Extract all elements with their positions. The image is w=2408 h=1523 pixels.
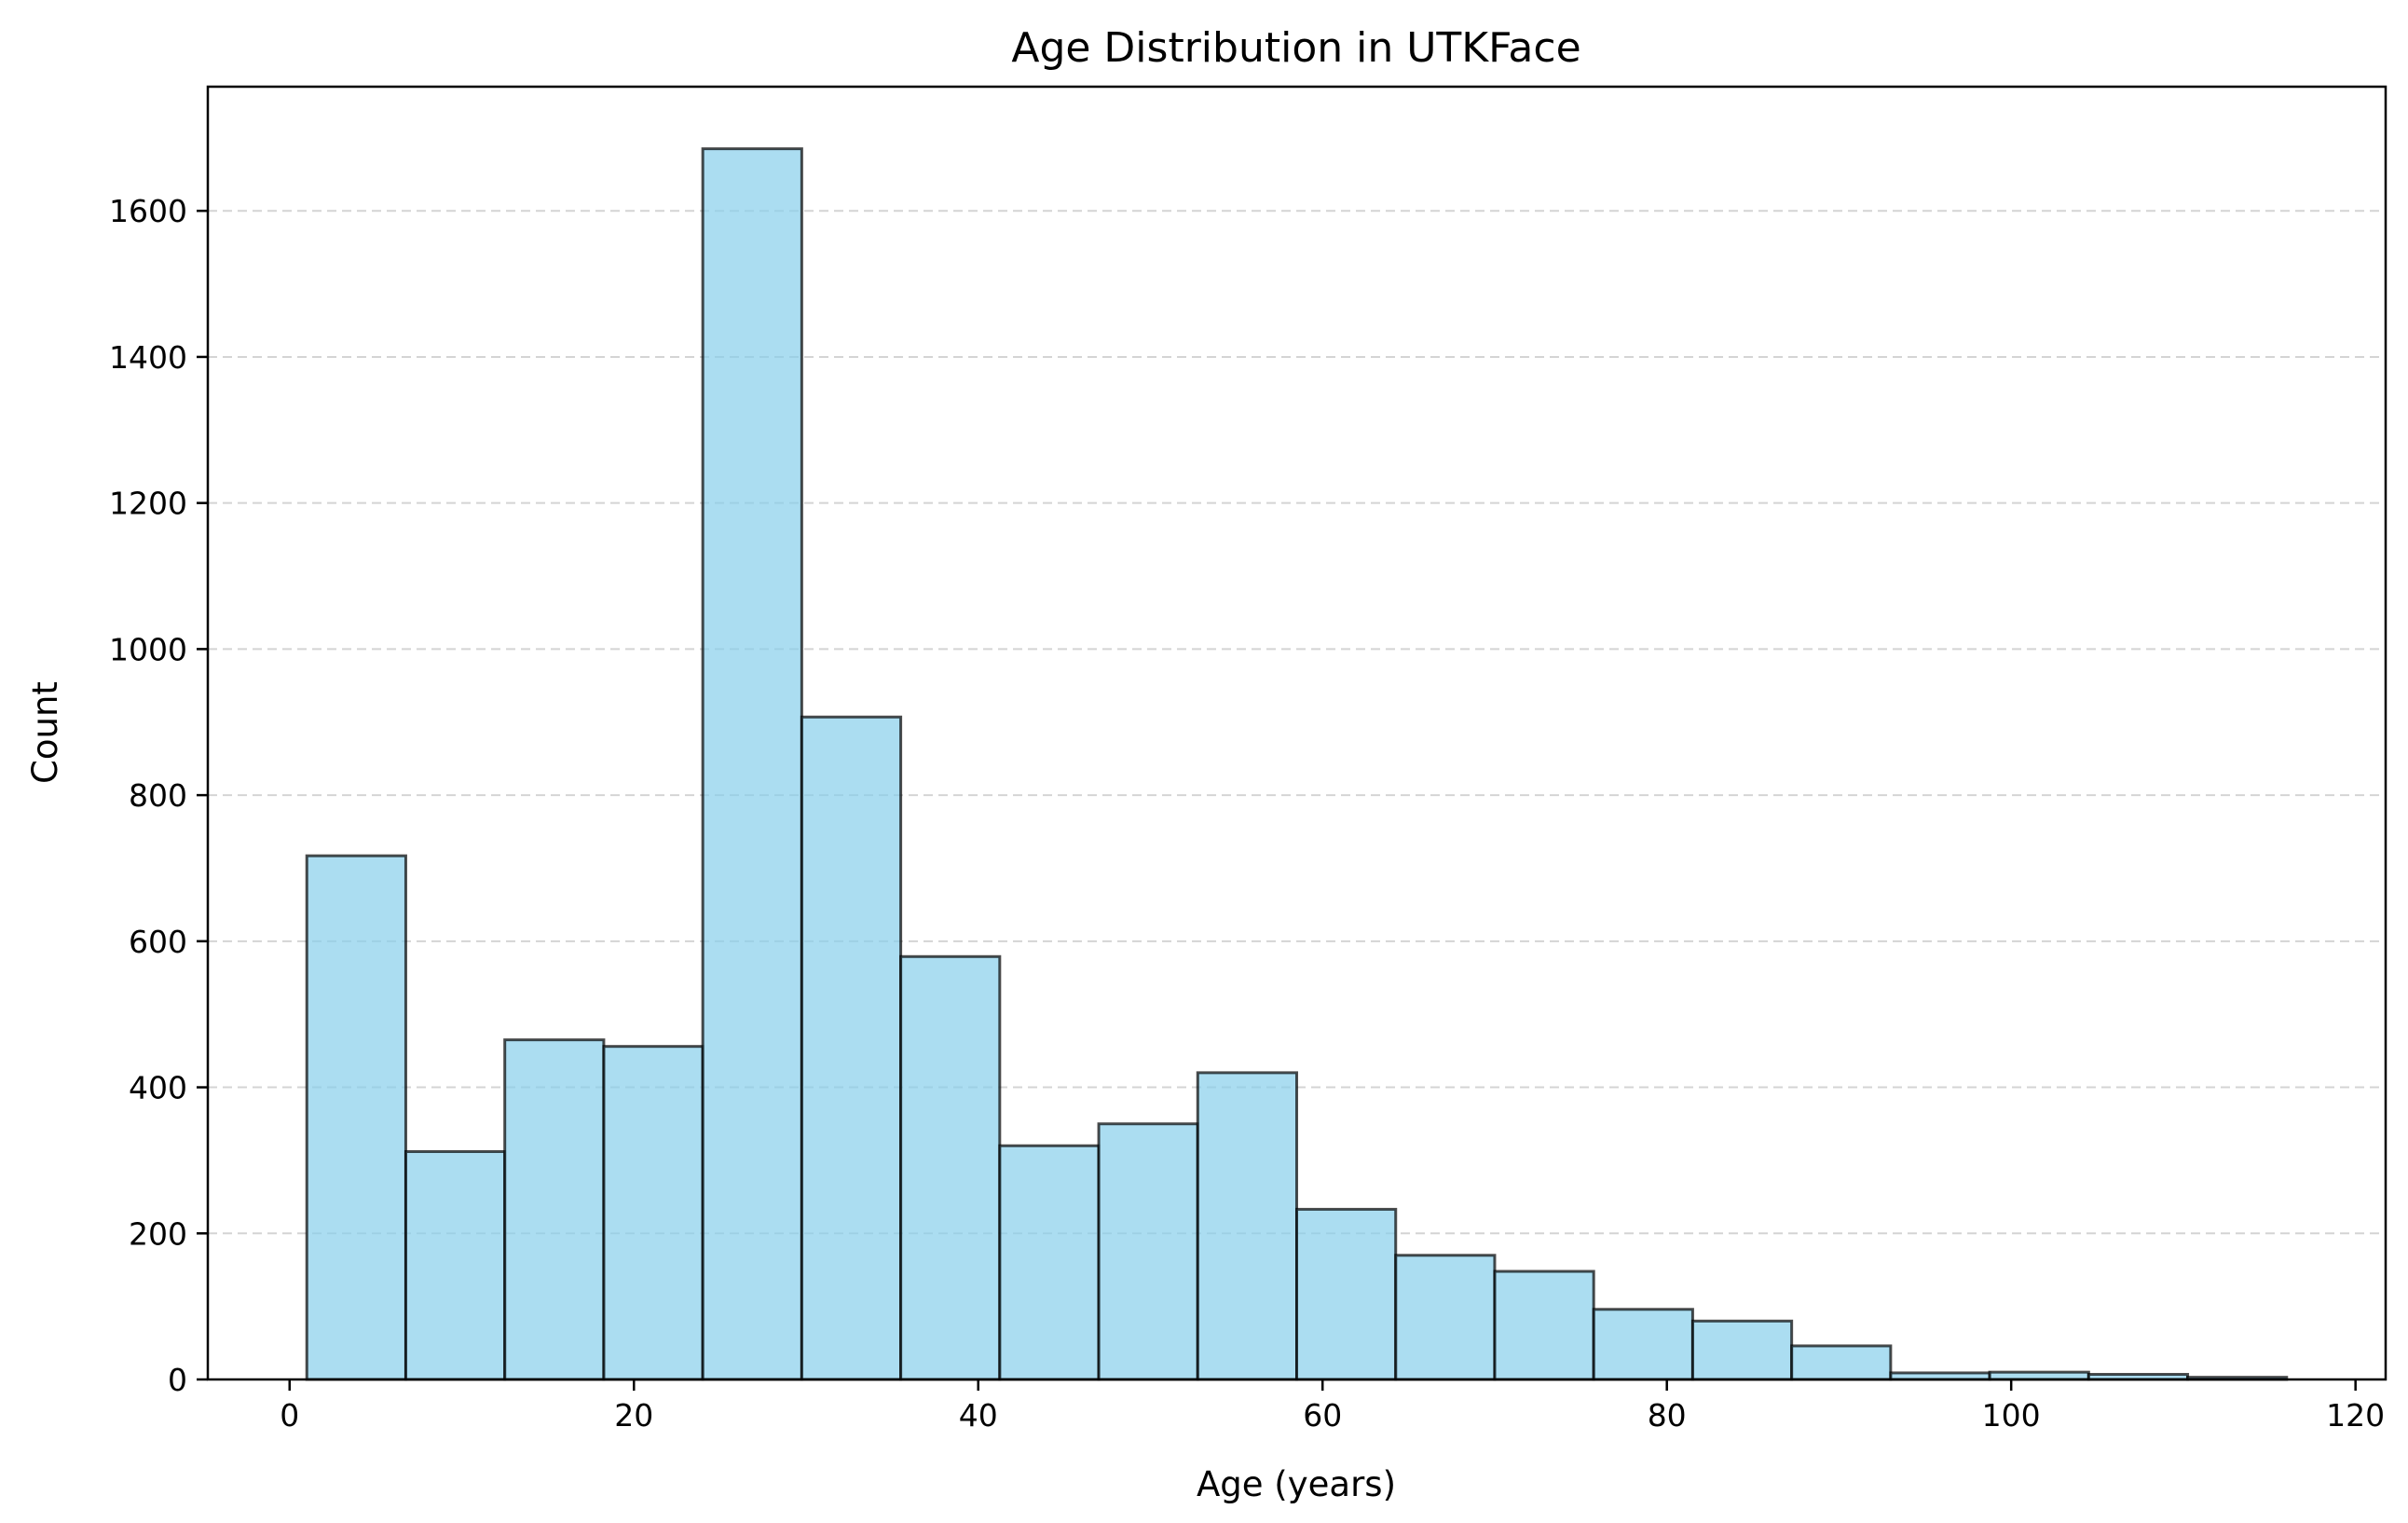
y-tick-label: 1400 xyxy=(109,339,187,376)
x-tick-label: 0 xyxy=(280,1397,299,1434)
histogram-bar xyxy=(305,854,407,1381)
chart-title: Age Distribution in UTKFace xyxy=(1011,24,1580,72)
histogram-bar xyxy=(998,1144,1101,1381)
y-tick-label: 800 xyxy=(129,777,187,814)
histogram-bar xyxy=(1592,1308,1694,1381)
histogram-bar xyxy=(800,715,903,1381)
x-tick-label: 20 xyxy=(614,1397,653,1434)
y-axis-ticks: 0 200 400 600 800 1000 1200 1400 1600 xyxy=(109,193,208,1398)
plot-area-frame xyxy=(206,85,2387,1381)
y-tick-label: 600 xyxy=(129,924,187,960)
y-tick-label: 1600 xyxy=(109,193,187,229)
y-tick-label: 0 xyxy=(168,1362,187,1398)
y-tick-label: 1200 xyxy=(109,486,187,522)
x-axis-ticks: 0 20 40 60 80 100 120 xyxy=(280,1379,2385,1434)
histogram-bar xyxy=(404,1150,507,1381)
y-tick-label: 1000 xyxy=(109,631,187,667)
histogram-bar xyxy=(1790,1344,1893,1381)
x-tick-label: 40 xyxy=(959,1397,998,1434)
histogram-bar xyxy=(1394,1254,1497,1381)
x-tick-label: 100 xyxy=(1982,1397,2041,1434)
x-tick-label: 60 xyxy=(1303,1397,1342,1434)
x-tick-label: 120 xyxy=(2326,1397,2385,1434)
y-tick-label: 400 xyxy=(129,1070,187,1106)
histogram-bar xyxy=(1097,1122,1199,1381)
histogram-bar xyxy=(1295,1207,1398,1381)
histogram-bar xyxy=(899,954,1002,1381)
x-axis-label: Age (years) xyxy=(1197,1464,1396,1504)
x-tick-label: 80 xyxy=(1648,1397,1687,1434)
histogram-bar xyxy=(602,1045,705,1381)
histogram-bar xyxy=(1493,1269,1595,1381)
histogram-bar xyxy=(1196,1071,1298,1381)
histogram-bar xyxy=(503,1038,606,1381)
histogram-bar xyxy=(1690,1319,1794,1381)
y-tick-label: 200 xyxy=(129,1215,187,1252)
y-axis-label: Count xyxy=(25,681,65,784)
histogram-bar xyxy=(701,147,803,1381)
